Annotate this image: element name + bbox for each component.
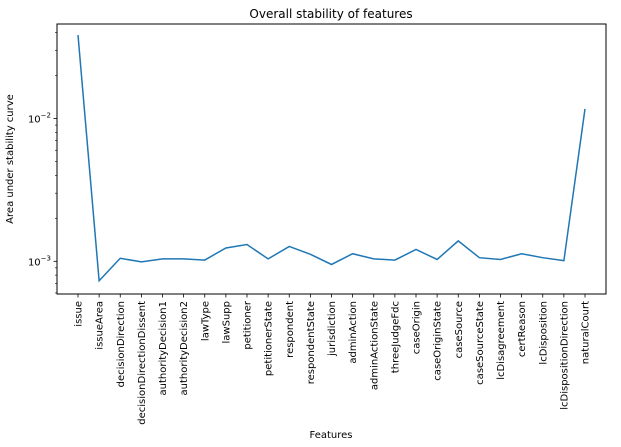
x-tick-label: certReason xyxy=(517,301,528,357)
x-tick-label: lcDispositionDirection xyxy=(559,301,570,410)
x-axis: issue issueArea decisionDirection decisionD… xyxy=(74,294,592,425)
y-tick-label: 10−2 xyxy=(28,112,51,126)
x-tick-label: lcDisposition xyxy=(538,301,549,365)
x-tick-label: naturalCourt xyxy=(581,301,592,364)
x-tick-label: caseSource xyxy=(454,301,465,358)
y-axis-label: Area under stability curve xyxy=(5,94,16,224)
x-tick-label: lawType xyxy=(200,301,211,341)
x-tick-label: petitioner xyxy=(243,300,254,350)
x-tick-label: caseOriginState xyxy=(433,301,444,381)
x-tick-label: issueArea xyxy=(95,301,106,350)
y-tick-label: 10−3 xyxy=(28,254,51,268)
chart-title: Overall stability of features xyxy=(249,7,412,21)
x-tick-label: lawSupp xyxy=(221,301,232,343)
x-tick-label: jurisdiction xyxy=(327,301,338,357)
x-tick-label: lcDisagreement xyxy=(496,301,507,380)
x-tick-label: caseSourceState xyxy=(475,301,486,385)
x-tick-label: authorityDecision1 xyxy=(158,301,169,396)
y-axis: 10−3 10−2 xyxy=(28,32,57,294)
x-axis-label: Features xyxy=(310,430,353,441)
x-tick-label: decisionDirection xyxy=(116,301,127,387)
x-tick-label: decisionDirectionDissent xyxy=(137,301,148,425)
series-line xyxy=(77,34,586,283)
x-tick-label: caseOrigin xyxy=(412,301,423,354)
x-tick-label: adminAction xyxy=(348,301,359,364)
x-tick-label: threeJudgeFdc xyxy=(390,301,401,373)
x-tick-label: respondentState xyxy=(306,301,317,384)
x-tick-label: petitionerState xyxy=(264,301,275,376)
x-tick-label: authorityDecision2 xyxy=(179,301,190,396)
x-tick-label: respondent xyxy=(285,301,296,358)
x-tick-label: issue xyxy=(74,301,85,327)
x-tick-label: adminActionState xyxy=(369,301,380,390)
